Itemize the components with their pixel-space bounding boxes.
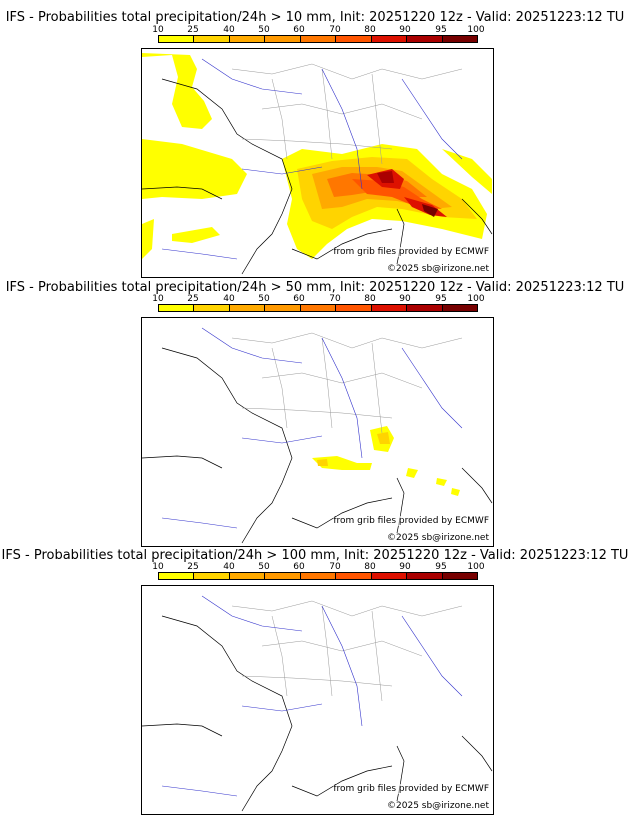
tick: 100 bbox=[467, 294, 485, 304]
admin-borders bbox=[231, 332, 463, 434]
colorbar-swatch bbox=[371, 573, 408, 579]
coastline bbox=[142, 78, 493, 275]
panel-1-colorbar bbox=[158, 35, 478, 43]
panel-1-title: IFS - Probabilities total precipitation/… bbox=[5, 10, 625, 25]
panel-2-map-svg bbox=[142, 327, 493, 544]
colorbar-swatch bbox=[159, 305, 195, 311]
tick: 90 bbox=[399, 294, 411, 304]
panel-1-copyright: ©2025 sb@irizone.net bbox=[387, 264, 489, 274]
panel-3-colorbar-ticks: 10 25 40 50 60 70 80 90 95 100 bbox=[152, 562, 484, 572]
tick: 60 bbox=[293, 25, 305, 35]
colorbar-swatch bbox=[442, 573, 477, 579]
tick: 50 bbox=[258, 294, 270, 304]
tick: 10 bbox=[152, 294, 164, 304]
tick: 40 bbox=[223, 25, 235, 35]
tick: 90 bbox=[399, 25, 411, 35]
panel-1-map: from grib files provided by ECMWF ©2025 … bbox=[141, 48, 494, 278]
colorbar-swatch bbox=[300, 305, 337, 311]
colorbar-swatch bbox=[336, 573, 372, 579]
panel-2-copyright: ©2025 sb@irizone.net bbox=[387, 533, 489, 543]
rivers bbox=[161, 595, 463, 797]
colorbar-swatch bbox=[159, 36, 195, 42]
panel-3-title: IFS - Probabilities total precipitation/… bbox=[1, 548, 629, 563]
rivers bbox=[161, 327, 463, 529]
colorbar-swatch bbox=[300, 573, 337, 579]
tick: 80 bbox=[364, 294, 376, 304]
precip-field bbox=[312, 426, 460, 496]
tick: 25 bbox=[187, 562, 199, 572]
tick: 95 bbox=[435, 25, 447, 35]
tick: 60 bbox=[293, 562, 305, 572]
panel-1-source-credit: from grib files provided by ECMWF bbox=[333, 247, 489, 257]
tick: 10 bbox=[152, 562, 164, 572]
coastline bbox=[142, 615, 493, 812]
panel-1-colorbar-ticks: 10 25 40 50 60 70 80 90 95 100 bbox=[152, 25, 484, 35]
tick: 100 bbox=[467, 562, 485, 572]
colorbar-swatch bbox=[265, 36, 301, 42]
tick: 100 bbox=[467, 25, 485, 35]
tick: 50 bbox=[258, 25, 270, 35]
panel-2-title: IFS - Probabilities total precipitation/… bbox=[5, 280, 625, 295]
panel-3-copyright: ©2025 sb@irizone.net bbox=[387, 801, 489, 811]
tick: 25 bbox=[187, 25, 199, 35]
colorbar-swatch bbox=[407, 36, 443, 42]
colorbar-swatch bbox=[229, 573, 266, 579]
colorbar-swatch bbox=[336, 305, 372, 311]
colorbar-swatch bbox=[371, 36, 408, 42]
panel-3-colorbar bbox=[158, 572, 478, 580]
tick: 80 bbox=[364, 25, 376, 35]
tick: 60 bbox=[293, 294, 305, 304]
precip-field bbox=[142, 53, 492, 259]
tick: 95 bbox=[435, 562, 447, 572]
colorbar-swatch bbox=[336, 36, 372, 42]
coastline bbox=[142, 347, 493, 544]
tick: 25 bbox=[187, 294, 199, 304]
panel-2-source-credit: from grib files provided by ECMWF bbox=[333, 516, 489, 526]
colorbar-swatch bbox=[194, 573, 230, 579]
tick: 70 bbox=[329, 294, 341, 304]
panel-3-source-credit: from grib files provided by ECMWF bbox=[333, 784, 489, 794]
colorbar-swatch bbox=[407, 305, 443, 311]
tick: 50 bbox=[258, 562, 270, 572]
panel-2-colorbar-ticks: 10 25 40 50 60 70 80 90 95 100 bbox=[152, 294, 484, 304]
tick: 40 bbox=[223, 294, 235, 304]
tick: 70 bbox=[329, 562, 341, 572]
panel-3-map-svg bbox=[142, 595, 493, 812]
colorbar-swatch bbox=[442, 305, 477, 311]
tick: 80 bbox=[364, 562, 376, 572]
panel-1-map-svg bbox=[142, 53, 493, 275]
colorbar-swatch bbox=[229, 36, 266, 42]
panel-2-colorbar bbox=[158, 304, 478, 312]
rivers bbox=[161, 58, 463, 260]
tick: 95 bbox=[435, 294, 447, 304]
tick: 90 bbox=[399, 562, 411, 572]
tick: 10 bbox=[152, 25, 164, 35]
colorbar-swatch bbox=[265, 573, 301, 579]
colorbar-swatch bbox=[407, 573, 443, 579]
colorbar-swatch bbox=[300, 36, 337, 42]
colorbar-swatch bbox=[194, 305, 230, 311]
admin-borders bbox=[231, 600, 463, 702]
panel-3-map: from grib files provided by ECMWF ©2025 … bbox=[141, 585, 494, 815]
colorbar-swatch bbox=[194, 36, 230, 42]
colorbar-swatch bbox=[442, 36, 477, 42]
tick: 40 bbox=[223, 562, 235, 572]
tick: 70 bbox=[329, 25, 341, 35]
colorbar-swatch bbox=[159, 573, 195, 579]
admin-borders bbox=[231, 63, 463, 165]
colorbar-swatch bbox=[229, 305, 266, 311]
panel-2-map: from grib files provided by ECMWF ©2025 … bbox=[141, 317, 494, 547]
colorbar-swatch bbox=[371, 305, 408, 311]
colorbar-swatch bbox=[265, 305, 301, 311]
